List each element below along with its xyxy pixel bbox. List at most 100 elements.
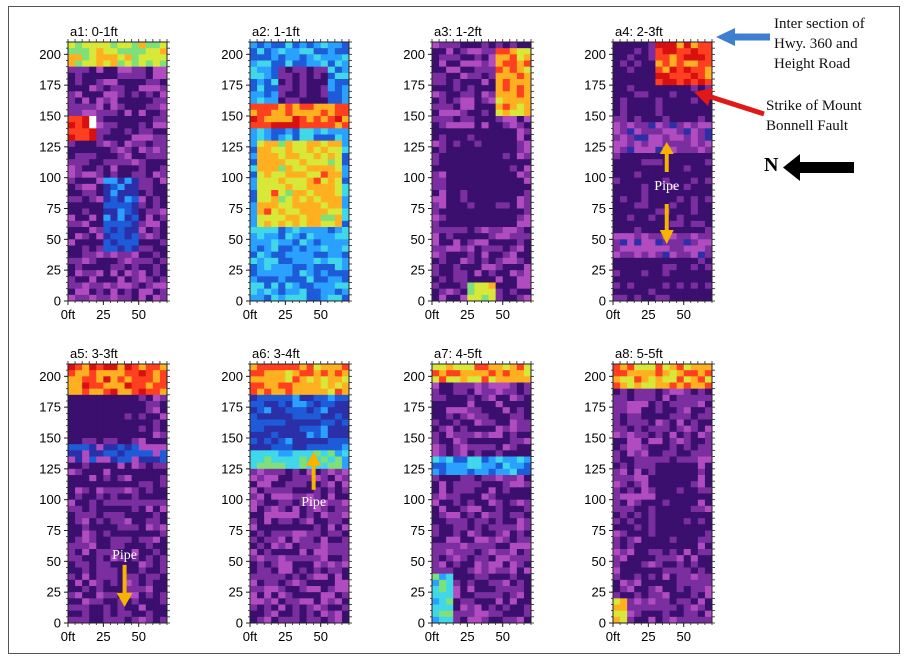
heatmap-cell	[250, 276, 258, 283]
heatmap-cell	[257, 103, 265, 111]
heatmap-cell	[264, 171, 272, 179]
heatmap-cell	[257, 549, 265, 556]
heatmap-cell	[467, 294, 475, 302]
heatmap-cell	[124, 610, 133, 618]
heatmap-cell	[432, 610, 440, 618]
heatmap-cell	[124, 153, 133, 160]
heatmap-cell	[292, 499, 300, 507]
heatmap-cell	[516, 116, 525, 123]
heatmap-cell	[313, 438, 322, 445]
heatmap-cell	[516, 165, 525, 172]
heatmap-cell	[285, 48, 293, 55]
heatmap-cell	[75, 239, 83, 246]
heatmap-cell	[89, 288, 97, 296]
heatmap-cell	[89, 616, 97, 624]
heatmap-cell	[82, 190, 90, 197]
heatmap-cell	[453, 382, 461, 390]
heatmap-cell	[299, 183, 307, 191]
heatmap-cell	[676, 122, 685, 129]
heatmap-cell	[676, 128, 685, 135]
heatmap-cell	[250, 109, 258, 117]
heatmap-cell	[439, 165, 447, 172]
heatmap-cell	[117, 499, 125, 507]
heatmap-cell	[613, 208, 621, 216]
heatmap-cell	[250, 456, 258, 464]
heatmap-cell	[648, 66, 656, 74]
heatmap-cell	[124, 487, 133, 494]
heatmap-cell	[292, 153, 300, 160]
heatmap-cell	[474, 48, 482, 55]
heatmap-cell	[271, 42, 279, 49]
heatmap-cell	[278, 282, 286, 290]
heatmap-cell	[341, 573, 350, 581]
y-tick-label: 200	[403, 47, 425, 62]
heatmap-cell	[620, 288, 628, 296]
heatmap-cell	[110, 425, 118, 433]
heatmap-cell	[138, 579, 147, 587]
heatmap-cell	[145, 579, 154, 587]
heatmap-cell	[299, 444, 307, 451]
heatmap-cell	[516, 567, 525, 575]
heatmap-cell	[446, 183, 454, 191]
heatmap-cell	[620, 251, 628, 259]
heatmap-cell	[641, 190, 649, 197]
heatmap-cell	[334, 109, 343, 117]
heatmap-cell	[320, 109, 329, 117]
heatmap-cell	[96, 382, 104, 390]
heatmap-cell	[523, 616, 532, 624]
heatmap-cell	[474, 388, 482, 396]
heatmap-cell	[495, 462, 504, 470]
heatmap-cell	[495, 128, 504, 135]
heatmap-cell	[299, 579, 307, 587]
heatmap-cell	[124, 567, 133, 575]
heatmap-cell	[278, 146, 286, 154]
heatmap-cell	[439, 524, 447, 531]
heatmap-cell	[453, 239, 461, 246]
heatmap-cell	[159, 66, 168, 74]
heatmap-cell	[152, 165, 161, 172]
heatmap-cell	[264, 555, 272, 562]
heatmap-cell	[439, 85, 447, 92]
heatmap-cell	[509, 573, 518, 581]
heatmap-cell	[320, 610, 329, 618]
heatmap-cell	[690, 257, 699, 265]
heatmap-cell	[82, 407, 90, 414]
heatmap-cell	[446, 79, 454, 86]
heatmap-cell	[697, 202, 706, 209]
heatmap-cell	[320, 227, 329, 234]
heatmap-cell	[697, 153, 706, 160]
heatmap-cell	[488, 177, 497, 185]
heatmap-cell	[432, 288, 440, 296]
heatmap-cell	[627, 97, 635, 105]
heatmap-cell	[488, 450, 497, 457]
heatmap-cell	[159, 499, 168, 507]
heatmap-cell	[502, 425, 511, 433]
heatmap-cell	[704, 48, 713, 55]
heatmap-cell	[285, 401, 293, 408]
heatmap-cell	[474, 294, 482, 302]
heatmap-cell	[264, 288, 272, 296]
heatmap-cell	[82, 128, 90, 135]
heatmap-cell	[432, 233, 440, 240]
y-tick-label: 50	[229, 232, 243, 247]
heatmap-cell	[82, 586, 90, 593]
heatmap-cell	[145, 251, 154, 259]
heatmap-cell	[446, 220, 454, 228]
heatmap-cell	[523, 512, 532, 519]
heatmap-cell	[488, 42, 497, 49]
heatmap-cell	[516, 196, 525, 203]
heatmap-cell	[271, 401, 279, 408]
heatmap-cell	[103, 134, 111, 142]
heatmap-cell	[516, 122, 525, 129]
heatmap-cell	[495, 91, 504, 98]
heatmap-cell	[453, 401, 461, 408]
heatmap-cell	[271, 468, 279, 476]
heatmap-cell	[278, 438, 286, 445]
heatmap-cell	[516, 401, 525, 408]
heatmap-cell	[68, 66, 76, 74]
heatmap-cell	[334, 364, 343, 371]
heatmap-cell	[117, 370, 125, 377]
heatmap-cell	[306, 288, 315, 296]
heatmap-cell	[68, 450, 76, 457]
heatmap-cell	[117, 190, 125, 197]
